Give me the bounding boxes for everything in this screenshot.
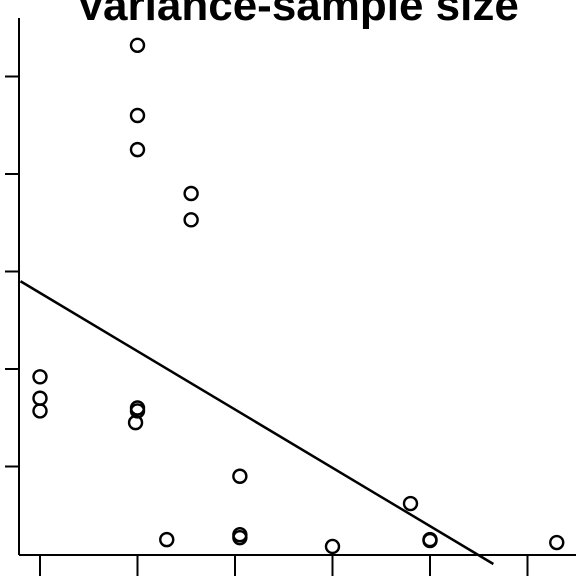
data-point-19 xyxy=(422,532,438,549)
data-point-2 xyxy=(129,107,146,124)
data-point-13 xyxy=(232,468,248,484)
data-point-3 xyxy=(129,141,146,158)
data-point-20 xyxy=(549,534,565,551)
data-point-16 xyxy=(324,538,341,555)
data-point-1 xyxy=(129,37,146,53)
data-point-12 xyxy=(159,531,175,548)
data-point-8 xyxy=(32,403,48,419)
data-point-15 xyxy=(232,529,248,546)
data-points xyxy=(32,37,565,555)
data-point-17 xyxy=(402,495,419,512)
data-point-11 xyxy=(127,414,144,431)
fit-line-1 xyxy=(19,280,495,566)
data-point-5 xyxy=(183,212,199,228)
data-point-4 xyxy=(183,185,199,202)
chart-title: Variance-sample size xyxy=(76,0,519,30)
data-point-6 xyxy=(32,369,48,385)
data-point-7 xyxy=(32,390,48,406)
fit-lines xyxy=(19,280,495,566)
axes xyxy=(5,18,576,576)
